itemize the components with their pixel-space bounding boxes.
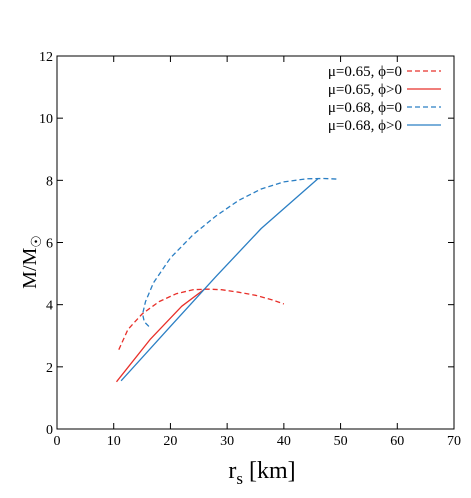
y-tick-label: 8 [46, 174, 53, 189]
series-line-2 [115, 288, 205, 383]
x-tick-label: 50 [334, 434, 348, 449]
legend-label: μ=0.65, ϕ>0 [328, 82, 402, 98]
legend-label: μ=0.65, ϕ=0 [328, 64, 402, 80]
x-tick-label: 40 [277, 434, 291, 449]
series-curves [115, 177, 338, 383]
x-axis-ticks: 0 10 20 30 40 50 60 70 [54, 56, 461, 449]
series-line-3 [141, 177, 338, 327]
x-tick-label: 70 [447, 434, 461, 449]
y-tick-label: 6 [46, 237, 53, 252]
y-tick-label: 12 [39, 50, 53, 65]
legend-label: μ=0.68, ϕ=0 [328, 100, 402, 116]
y-tick-label: 0 [46, 423, 53, 438]
x-tick-label: 10 [107, 434, 121, 449]
x-axis-label: rs [km] [228, 458, 295, 488]
y-axis-label: M/M☉ [19, 235, 45, 289]
x-tick-label: 60 [390, 434, 404, 449]
y-tick-label: 4 [46, 299, 53, 314]
legend: μ=0.65, ϕ=0 μ=0.65, ϕ>0 μ=0.68, ϕ=0 μ=0.68,… [328, 64, 441, 134]
x-axis-label-subscript: s [236, 469, 243, 488]
x-tick-label: 20 [163, 434, 177, 449]
y-axis-label-subscript: ☉ [30, 235, 45, 248]
series-line-4 [120, 178, 319, 382]
y-tick-label: 10 [39, 112, 53, 127]
x-tick-label: 0 [54, 434, 61, 449]
y-tick-label: 2 [46, 361, 53, 376]
x-tick-label: 30 [220, 434, 234, 449]
series-line-1 [118, 288, 285, 350]
y-axis-ticks: 0 2 4 6 8 10 12 [39, 50, 454, 438]
legend-label: μ=0.68, ϕ>0 [328, 118, 402, 134]
